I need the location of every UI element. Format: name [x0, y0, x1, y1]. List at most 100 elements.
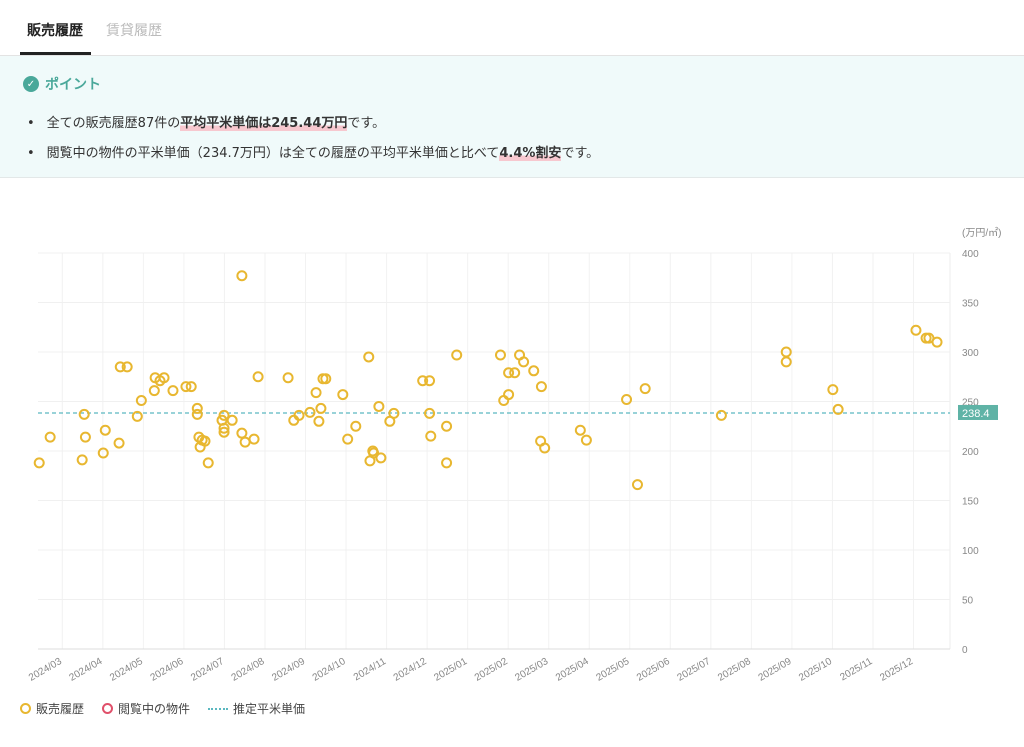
data-point	[910, 324, 922, 336]
data-point	[715, 409, 727, 421]
x-tick-label: 2025/02	[473, 656, 510, 684]
legend-marker-icon	[20, 703, 31, 714]
data-point	[827, 384, 839, 396]
x-tick-label: 2024/06	[149, 656, 186, 684]
x-tick-label: 2025/03	[513, 656, 550, 684]
x-tick-label: 2025/05	[594, 656, 631, 684]
point-box: ✓ ポイント 全ての販売履歴87件の平均平米単価は245.44万円です。 閲覧中…	[0, 56, 1024, 178]
data-point	[503, 367, 515, 379]
data-point	[79, 431, 91, 443]
data-point	[441, 457, 453, 469]
x-tick-label: 2024/10	[311, 656, 348, 684]
x-tick-label: 2025/09	[757, 656, 794, 684]
x-tick-label: 2024/03	[27, 656, 64, 684]
x-tick-label: 2024/04	[68, 656, 105, 684]
data-point	[236, 427, 248, 439]
data-point	[441, 420, 453, 432]
legend-sales[interactable]: 販売履歴	[20, 700, 84, 717]
tab-rental-history[interactable]: 賃貸履歴	[106, 23, 162, 39]
data-point	[121, 361, 133, 373]
data-point	[202, 457, 214, 469]
point-item: 閲覧中の物件の平米単価（234.7万円）は全ての履歴の平均平米単価と比べて4.4…	[27, 142, 599, 161]
data-point	[239, 436, 251, 448]
data-point	[498, 395, 510, 407]
data-point	[304, 406, 316, 418]
x-tick-label: 2025/07	[676, 656, 713, 684]
data-point	[191, 408, 203, 420]
data-point	[503, 389, 515, 401]
data-point	[191, 402, 203, 414]
data-point	[425, 430, 437, 442]
data-point	[342, 433, 354, 445]
data-point	[320, 373, 332, 385]
x-tick-label: 2025/08	[716, 656, 753, 684]
point-text: 全ての販売履歴87件の	[46, 116, 181, 131]
data-point	[337, 389, 349, 401]
x-tick-label: 2025/04	[554, 656, 591, 684]
data-point	[44, 431, 56, 443]
data-point	[375, 452, 387, 464]
data-point	[780, 356, 792, 368]
x-tick-label: 2024/08	[230, 656, 267, 684]
legend-viewing[interactable]: 閲覧中の物件	[102, 700, 190, 717]
data-point	[293, 409, 305, 421]
point-highlight: 平均平米単価は245.44万円	[180, 116, 348, 131]
legend-estimate[interactable]: 推定平米単価	[208, 700, 305, 717]
x-tick-label: 2024/07	[189, 656, 226, 684]
data-point	[185, 381, 197, 393]
legend: 販売履歴 閲覧中の物件 推定平米単価	[20, 700, 305, 717]
x-tick-label: 2025/12	[878, 656, 915, 684]
data-point	[310, 387, 322, 399]
data-point	[639, 383, 651, 395]
point-text: です。	[561, 146, 600, 161]
point-text: 閲覧中の物件の平米単価（234.7万円）は全ての履歴の平均平米単価と比べて	[46, 146, 500, 161]
data-point	[313, 415, 325, 427]
tab-sales-history[interactable]: 販売履歴	[27, 23, 83, 39]
point-highlight: 4.4%割安	[499, 146, 562, 161]
data-point	[99, 424, 111, 436]
data-point	[131, 410, 143, 422]
y-tick-label: 400	[962, 249, 979, 260]
point-text: です。	[347, 116, 386, 131]
legend-line-icon	[208, 707, 229, 710]
data-point	[236, 270, 248, 282]
y-tick-label: 0	[962, 645, 968, 656]
y-axis-unit: (万円/㎡)	[962, 227, 1001, 239]
average-badge	[958, 404, 998, 420]
y-tick-label: 100	[962, 546, 979, 557]
legend-label: 閲覧中の物件	[118, 702, 191, 716]
data-point	[226, 414, 238, 426]
average-badge-label: 238.4	[962, 408, 990, 420]
scatter-chart: 2024/03 2024/04 2024/05 2024/06 2024/07 2024/…	[27, 227, 1001, 684]
data-point	[424, 375, 436, 387]
y-tick-label: 200	[962, 447, 979, 458]
x-tick-label: 2025/06	[635, 656, 672, 684]
x-tick-label: 2025/11	[838, 656, 875, 683]
active-tab-indicator	[20, 52, 91, 55]
data-point	[535, 381, 547, 393]
data-point	[252, 371, 264, 383]
point-header: ✓ ポイント	[23, 74, 101, 94]
data-point	[199, 435, 211, 447]
data-point	[113, 437, 125, 449]
data-point	[832, 403, 844, 415]
data-point	[631, 479, 643, 491]
legend-label: 販売履歴	[36, 702, 85, 716]
x-tick-label: 2024/12	[392, 656, 429, 684]
legend-label: 推定平米単価	[233, 702, 306, 716]
data-point	[180, 381, 192, 393]
data-point	[580, 434, 592, 446]
data-point	[363, 351, 375, 363]
data-point	[388, 407, 400, 419]
legend-marker-icon	[102, 703, 114, 714]
data-point	[528, 365, 540, 377]
x-tick-label: 2024/09	[270, 656, 307, 684]
data-point	[218, 426, 230, 438]
data-point	[167, 385, 179, 397]
x-tick-label: 2025/01	[432, 656, 469, 684]
data-point	[76, 454, 88, 466]
y-tick-label: 300	[962, 348, 979, 359]
data-point	[78, 408, 90, 420]
data-point	[518, 356, 530, 368]
data-point	[315, 402, 327, 414]
